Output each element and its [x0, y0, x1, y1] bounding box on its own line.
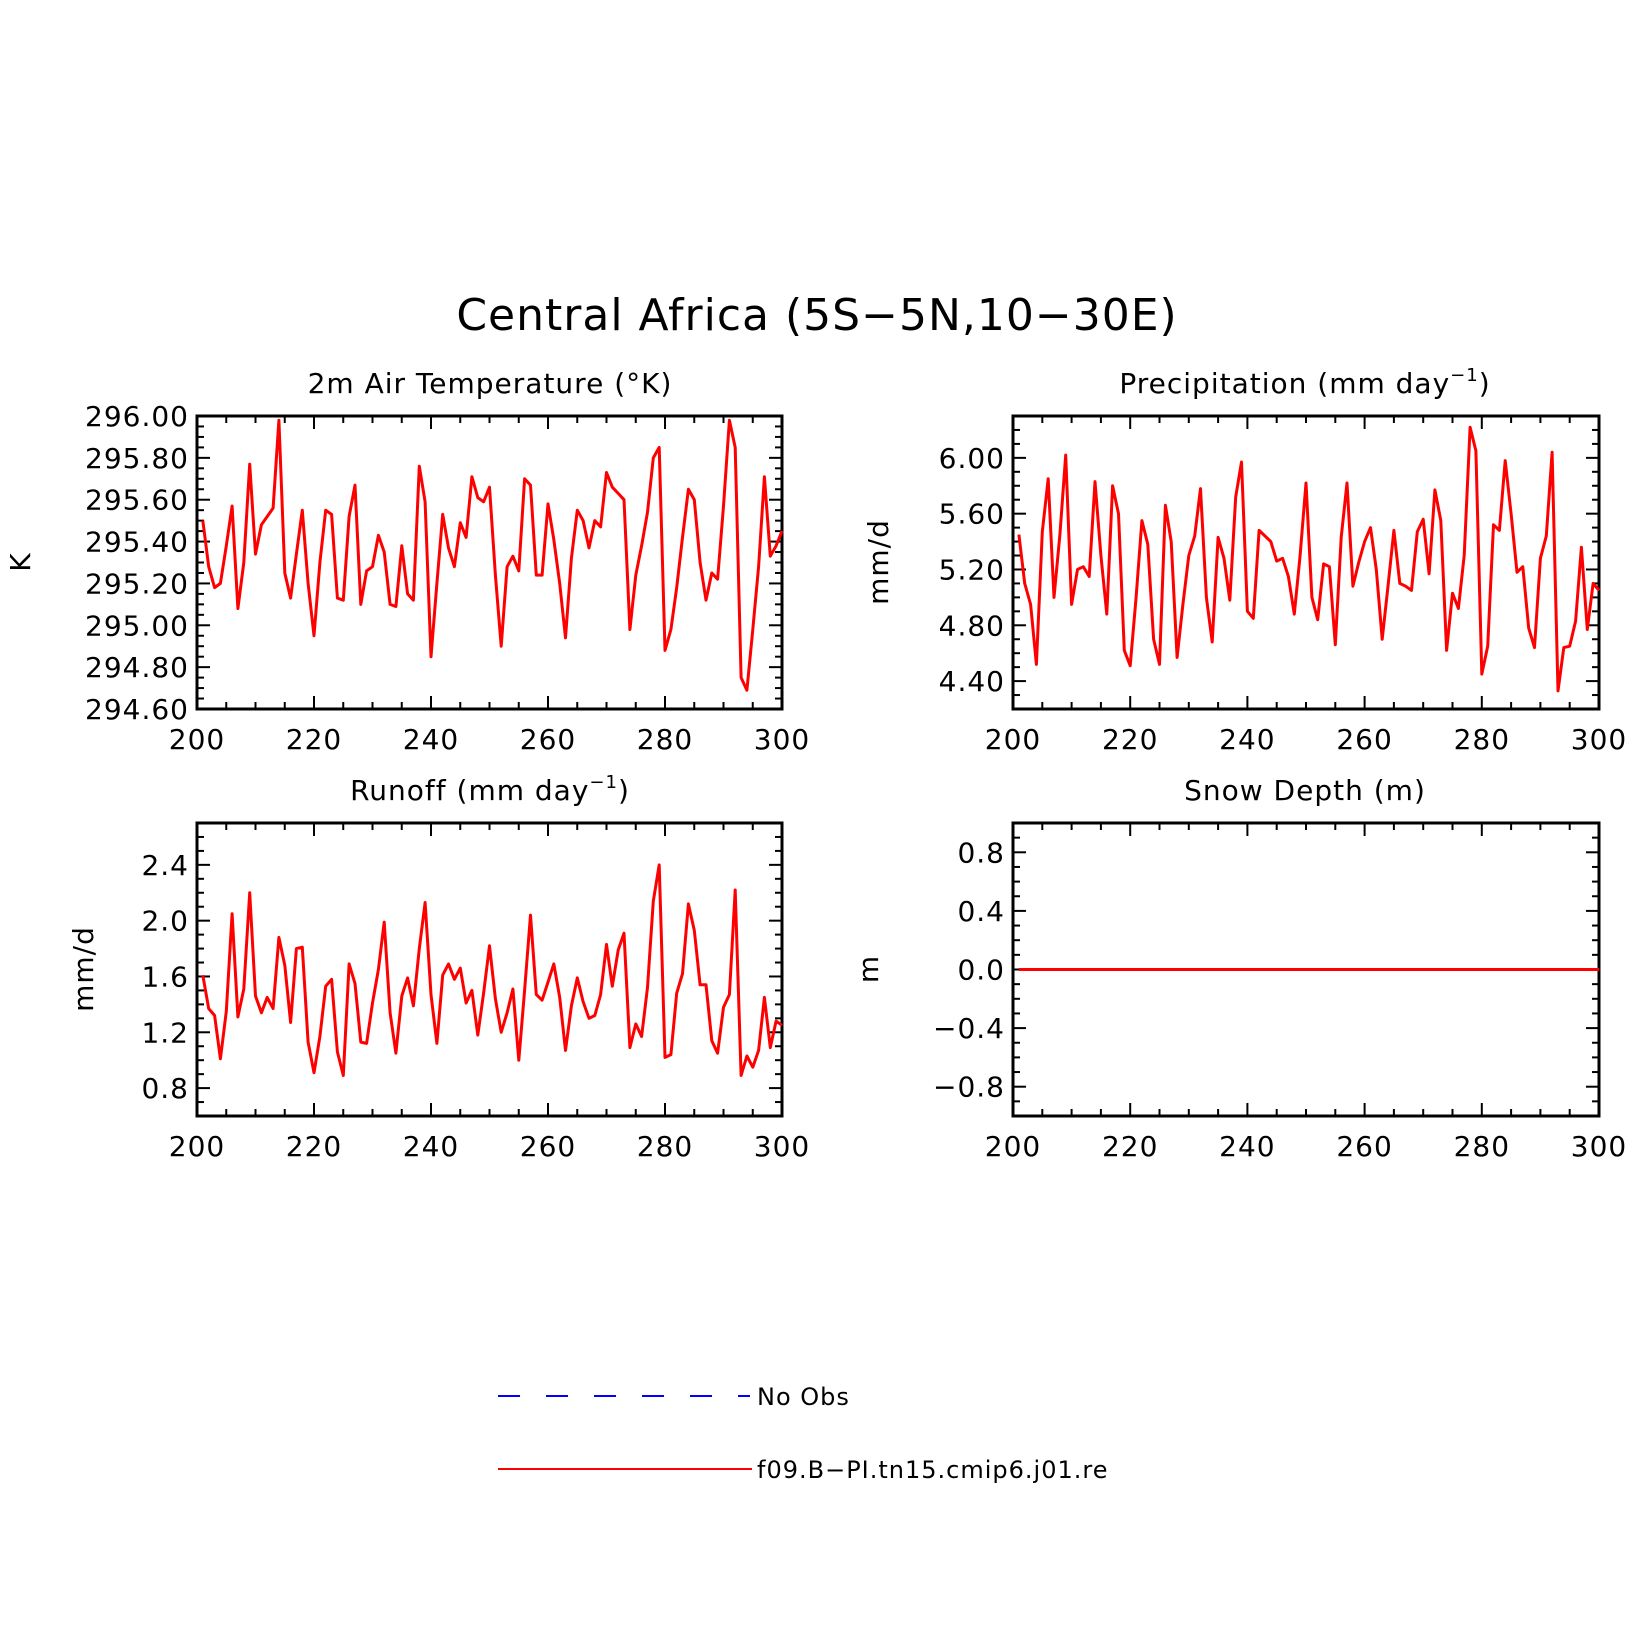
y-tick-label: 5.20	[939, 553, 1005, 586]
series-line	[201, 418, 784, 692]
y-axis-label: mm/d	[862, 519, 895, 605]
panel-precipitation: Precipitation (mm day−1) mm/d 200 220 240 2…	[862, 365, 1627, 756]
x-tick-label: 200	[985, 1130, 1041, 1163]
main-title: Central Africa (5S−5N,10−30E)	[456, 290, 1177, 341]
x-tick-label: 200	[985, 723, 1041, 756]
panel-runoff: Runoff (mm day−1) mm/d 200 220 240 260 280 30…	[67, 772, 810, 1163]
panel-title: 2m Air Temperature (°K)	[308, 367, 673, 400]
x-tick-label: 260	[520, 723, 576, 756]
y-tick-label: 1.6	[141, 960, 189, 993]
panel-title: Runoff (mm day−1)	[350, 772, 630, 807]
y-tick-label: 0.4	[957, 895, 1005, 928]
y-tick-label: 296.00	[85, 400, 189, 433]
y-tick-label: 295.40	[85, 526, 189, 559]
x-tick-label: 300	[754, 1130, 810, 1163]
x-tick-label: 260	[1336, 1130, 1392, 1163]
x-tick-label: 280	[637, 1130, 693, 1163]
legend-label-model: f09.B−PI.tn15.cmip6.j01.re	[757, 1456, 1108, 1484]
y-tick-label: 294.60	[85, 693, 189, 726]
y-tick-label: 295.60	[85, 484, 189, 517]
x-tick-label: 300	[1571, 1130, 1627, 1163]
x-tick-label: 200	[169, 1130, 225, 1163]
y-tick-label: 295.80	[85, 442, 189, 475]
x-tick-label: 260	[1336, 723, 1392, 756]
x-tick-label: 220	[1102, 723, 1158, 756]
panel-snow-depth: Snow Depth (m) m 200 220 240 260 280 300 −0.8 −…	[852, 774, 1627, 1163]
y-tick-label: 4.80	[939, 609, 1005, 642]
x-tick-label: 240	[403, 723, 459, 756]
x-tick-label: 300	[1571, 723, 1627, 756]
y-tick-label: 2.0	[141, 905, 189, 938]
y-tick-label: 0.8	[141, 1072, 189, 1105]
y-axis-label: K	[4, 552, 37, 571]
legend-label-obs: No Obs	[757, 1383, 850, 1411]
x-tick-label: 280	[1454, 723, 1510, 756]
y-tick-label: 295.00	[85, 609, 189, 642]
y-tick-label: 0.0	[957, 954, 1005, 987]
legend: No Obs f09.B−PI.tn15.cmip6.j01.re	[498, 1383, 1108, 1484]
y-tick-label: 4.40	[939, 665, 1005, 698]
x-tick-label: 260	[520, 1130, 576, 1163]
y-tick-label: 0.8	[957, 836, 1005, 869]
y-axis-label: mm/d	[67, 926, 100, 1012]
x-tick-label: 240	[403, 1130, 459, 1163]
series-line	[1017, 425, 1601, 693]
y-tick-label: 1.2	[141, 1016, 189, 1049]
y-tick-label: −0.8	[933, 1071, 1005, 1104]
panel-title: Precipitation (mm day−1)	[1119, 365, 1490, 400]
y-tick-label: 295.20	[85, 567, 189, 600]
y-tick-label: −0.4	[933, 1012, 1005, 1045]
x-tick-label: 220	[1102, 1130, 1158, 1163]
x-tick-label: 300	[754, 723, 810, 756]
y-tick-label: 6.00	[939, 442, 1005, 475]
y-tick-label: 2.4	[141, 849, 189, 882]
x-tick-label: 280	[637, 723, 693, 756]
y-axis-label: m	[852, 955, 885, 983]
panel-temperature: 2m Air Temperature (°K) K 200 220 240 260 28…	[4, 367, 810, 756]
x-tick-label: 240	[1219, 1130, 1275, 1163]
x-tick-label: 220	[286, 1130, 342, 1163]
panel-title: Snow Depth (m)	[1184, 774, 1426, 807]
x-tick-label: 280	[1454, 1130, 1510, 1163]
x-tick-label: 220	[286, 723, 342, 756]
series-line	[201, 863, 783, 1077]
x-tick-label: 240	[1219, 723, 1275, 756]
y-tick-label: 294.80	[85, 651, 189, 684]
y-tick-label: 5.60	[939, 498, 1005, 531]
x-tick-label: 200	[169, 723, 225, 756]
